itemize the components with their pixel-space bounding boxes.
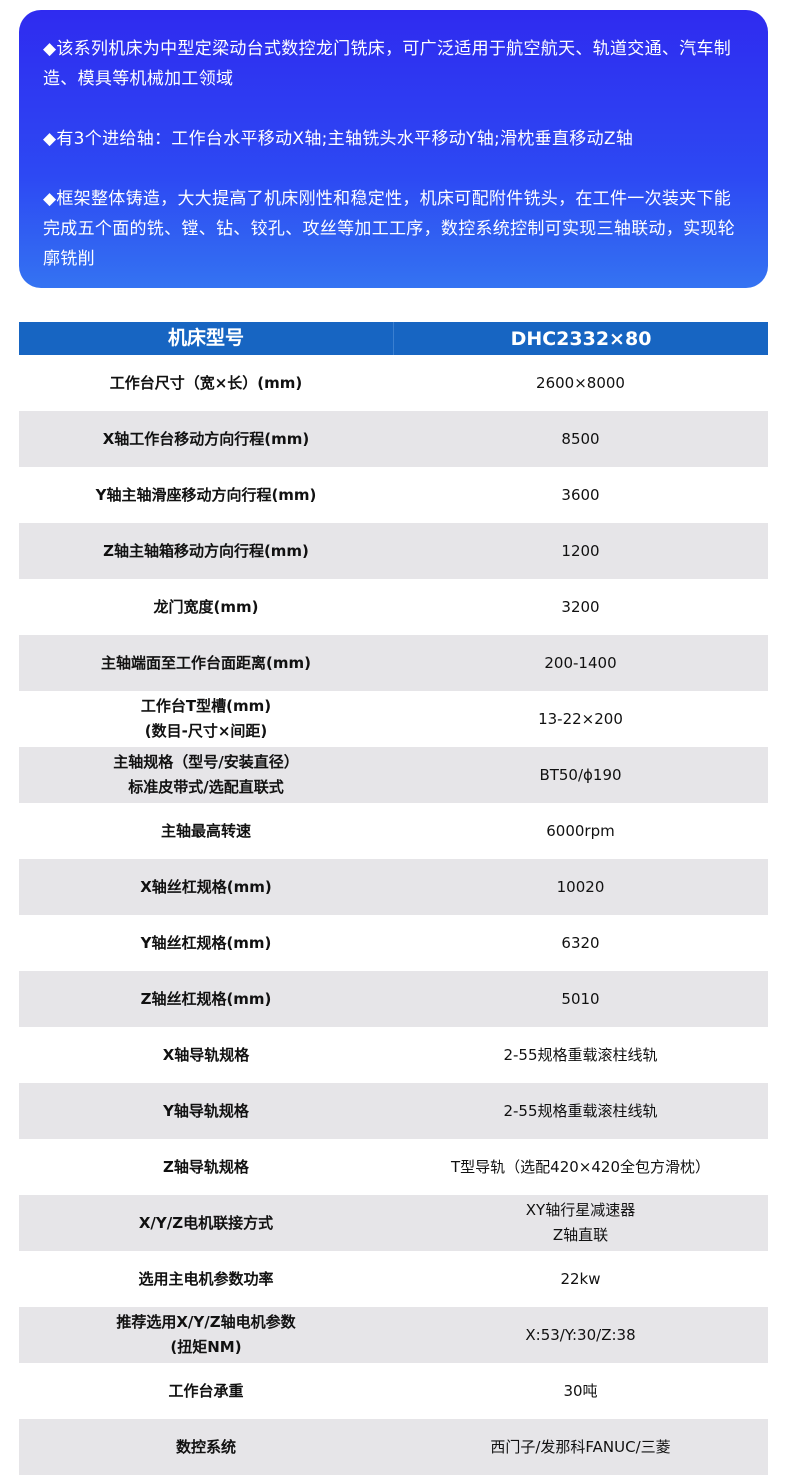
table-row: Z轴主轴箱移动方向行程(mm) 1200 xyxy=(19,523,768,579)
table-row: Y轴导轨规格 2-55规格重载滚柱线轨 xyxy=(19,1083,768,1139)
row-key: Z轴导轨规格 xyxy=(163,1157,249,1176)
spec-table: 机床型号 DHC2332×80 工作台尺寸（宽×长）(mm) 2600×8000 X… xyxy=(19,322,768,1475)
table-row: Z轴丝杠规格(mm) 5010 xyxy=(19,971,768,1027)
row-key: 龙门宽度(mm) xyxy=(153,597,259,616)
row-value: 2600×8000 xyxy=(536,373,625,392)
table-header: 机床型号 DHC2332×80 xyxy=(19,322,768,355)
row-value: 5010 xyxy=(561,989,600,1008)
row-key: 选用主电机参数功率 xyxy=(138,1269,274,1288)
row-key: Z轴丝杠规格(mm) xyxy=(140,989,272,1008)
row-key: Y轴主轴滑座移动方向行程(mm) xyxy=(95,485,317,504)
row-value: X:53/Y:30/Z:38 xyxy=(525,1325,636,1344)
table-row: 工作台承重 30吨 xyxy=(19,1363,768,1419)
intro-paragraph: ◆有3个进给轴：工作台水平移动X轴;主轴铣头水平移动Y轴;滑枕垂直移动Z轴 xyxy=(43,129,634,149)
table-row: 数控系统 西门子/发那科FANUC/三菱 xyxy=(19,1419,768,1475)
row-value: 13-22×200 xyxy=(538,709,623,728)
row-key: X轴丝杠规格(mm) xyxy=(140,877,272,896)
row-value: XY轴行星减速器 Z轴直联 xyxy=(525,1201,636,1244)
table-row: 选用主电机参数功率 22kw xyxy=(19,1251,768,1307)
row-key: Y轴丝杠规格(mm) xyxy=(140,933,272,952)
row-value: 10020 xyxy=(556,877,605,896)
table-row: X轴工作台移动方向行程(mm) 8500 xyxy=(19,411,768,467)
table-row: 推荐选用X/Y/Z轴电机参数 (扭矩NM) X:53/Y:30/Z:38 xyxy=(19,1307,768,1363)
row-value: 西门子/发那科FANUC/三菱 xyxy=(490,1437,671,1456)
row-value: 1200 xyxy=(561,541,600,560)
row-value: 200-1400 xyxy=(544,653,617,672)
row-value: 2-55规格重载滚柱线轨 xyxy=(503,1101,658,1120)
row-value: 6320 xyxy=(561,933,600,952)
row-key: X轴工作台移动方向行程(mm) xyxy=(102,429,310,448)
table-row: 龙门宽度(mm) 3200 xyxy=(19,579,768,635)
table-row: Y轴主轴滑座移动方向行程(mm) 3600 xyxy=(19,467,768,523)
table-row: X轴丝杠规格(mm) 10020 xyxy=(19,859,768,915)
row-value: T型导轨（选配420×420全包方滑枕） xyxy=(451,1157,710,1176)
intro-paragraph: ◆该系列机床为中型定梁动台式数控龙门铣床，可广泛适用于航空航天、轨道交通、汽车制… xyxy=(43,39,732,89)
header-key: 机床型号 xyxy=(19,322,394,355)
row-value: BT50/ϕ190 xyxy=(539,765,622,784)
row-key: 主轴规格（型号/安装直径） 标准皮带式/选配直联式 xyxy=(113,753,299,796)
table-row: X/Y/Z电机联接方式 XY轴行星减速器 Z轴直联 xyxy=(19,1195,768,1251)
intro-box: ◆该系列机床为中型定梁动台式数控龙门铣床，可广泛适用于航空航天、轨道交通、汽车制… xyxy=(19,10,768,288)
table-row: 主轴端面至工作台面距离(mm) 200-1400 xyxy=(19,635,768,691)
intro-paragraph: ◆框架整体铸造，大大提高了机床刚性和稳定性，机床可配附件铣头，在工件一次装夹下能… xyxy=(43,189,735,269)
row-key: 数控系统 xyxy=(175,1437,236,1456)
row-key: 工作台尺寸（宽×长）(mm) xyxy=(109,373,303,392)
row-value: 3200 xyxy=(561,597,600,616)
row-key: 工作台承重 xyxy=(168,1381,244,1400)
table-row: 工作台T型槽(mm) (数目-尺寸×间距) 13-22×200 xyxy=(19,691,768,747)
table-row: 主轴最高转速 6000rpm xyxy=(19,803,768,859)
table-row: 工作台尺寸（宽×长）(mm) 2600×8000 xyxy=(19,355,768,411)
row-value: 2-55规格重载滚柱线轨 xyxy=(503,1045,658,1064)
row-key: 工作台T型槽(mm) (数目-尺寸×间距) xyxy=(140,697,272,740)
row-key: 主轴端面至工作台面距离(mm) xyxy=(101,653,311,672)
row-key: 主轴最高转速 xyxy=(160,821,251,840)
row-key: 推荐选用X/Y/Z轴电机参数 (扭矩NM) xyxy=(116,1313,296,1356)
row-value: 6000rpm xyxy=(546,821,615,840)
row-key: X/Y/Z电机联接方式 xyxy=(138,1213,274,1232)
row-key: Y轴导轨规格 xyxy=(163,1101,249,1120)
table-row: Y轴丝杠规格(mm) 6320 xyxy=(19,915,768,971)
row-value: 30吨 xyxy=(563,1381,598,1400)
table-row: Z轴导轨规格 T型导轨（选配420×420全包方滑枕） xyxy=(19,1139,768,1195)
row-value: 22kw xyxy=(560,1269,601,1288)
row-key: Z轴主轴箱移动方向行程(mm) xyxy=(103,541,309,560)
row-value: 8500 xyxy=(561,429,600,448)
row-key: X轴导轨规格 xyxy=(162,1045,250,1064)
table-row: X轴导轨规格 2-55规格重载滚柱线轨 xyxy=(19,1027,768,1083)
header-value: DHC2332×80 xyxy=(510,327,652,350)
table-row: 主轴规格（型号/安装直径） 标准皮带式/选配直联式 BT50/ϕ190 xyxy=(19,747,768,803)
row-value: 3600 xyxy=(561,485,600,504)
